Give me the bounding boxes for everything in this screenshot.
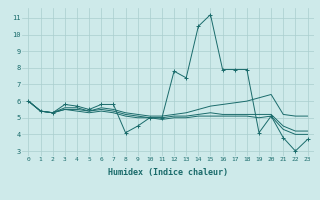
X-axis label: Humidex (Indice chaleur): Humidex (Indice chaleur): [108, 168, 228, 177]
